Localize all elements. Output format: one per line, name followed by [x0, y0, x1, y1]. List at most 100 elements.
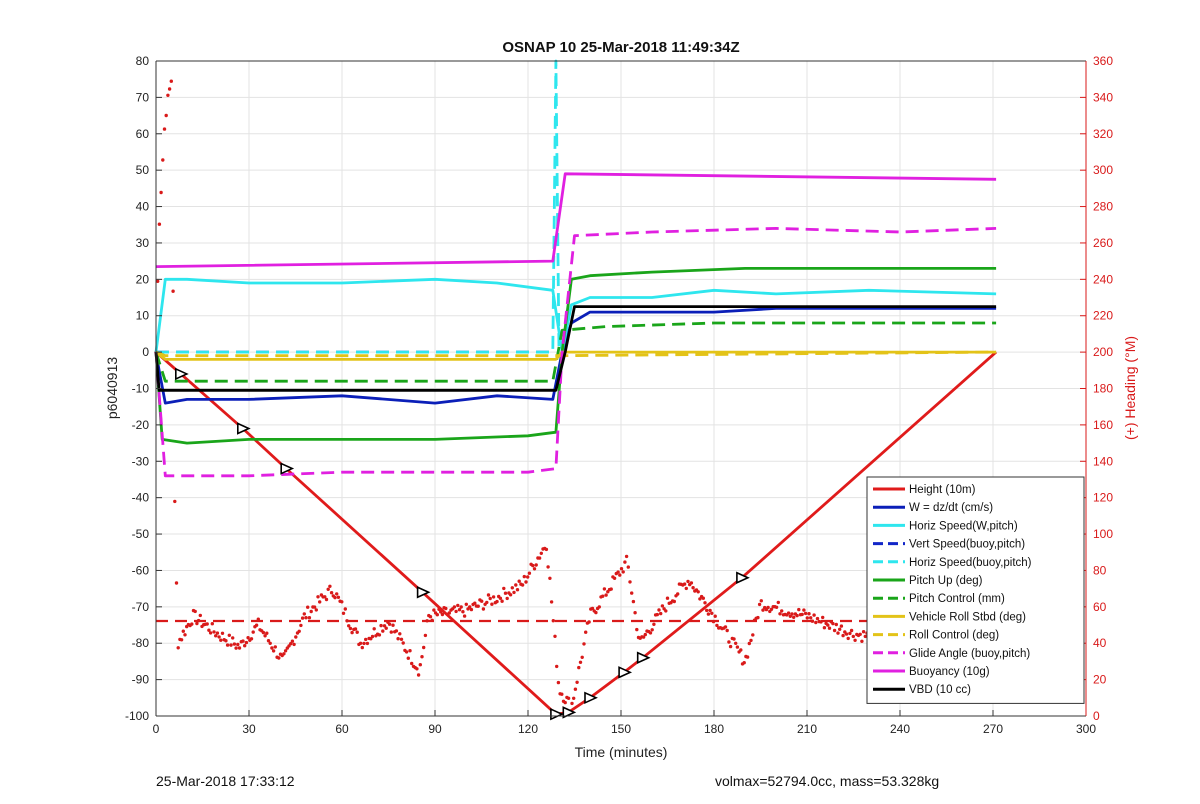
heading-point [329, 591, 334, 595]
heading-point [244, 640, 249, 645]
heading-point [626, 565, 630, 569]
series-line [154, 226, 997, 478]
heading-point [164, 113, 168, 118]
heading-point [179, 638, 184, 642]
y-right-tick-label: 140 [1093, 454, 1113, 468]
heading-point [715, 623, 719, 628]
heading-point [205, 622, 209, 626]
heading-point [624, 554, 629, 559]
x-tick-label: 90 [428, 722, 442, 736]
heading-point [691, 586, 695, 590]
x-tick-label: 210 [797, 722, 817, 736]
legend-label: Pitch Up (deg) [909, 575, 983, 587]
y-tick-label: 10 [136, 309, 150, 323]
series-line [156, 59, 561, 354]
legend-label: Vehicle Roll Stbd (deg) [909, 611, 1026, 623]
height-marker [618, 666, 633, 679]
heading-point [236, 642, 240, 647]
heading-point [461, 610, 465, 614]
heading-point [587, 620, 591, 624]
heading-point [190, 622, 194, 626]
heading-point [225, 643, 230, 647]
heading-point [735, 645, 740, 649]
x-tick-label: 180 [704, 722, 724, 736]
heading-point [635, 627, 639, 632]
heading-point [440, 612, 445, 617]
y-tick-label: -30 [132, 454, 150, 468]
heading-point [382, 624, 387, 628]
heading-point [473, 601, 477, 605]
heading-point [290, 639, 295, 643]
heading-point [563, 700, 567, 705]
heading-point [849, 628, 854, 633]
heading-point [486, 593, 491, 597]
heading-point [289, 642, 293, 646]
heading-point [582, 642, 586, 646]
heading-point [174, 581, 179, 585]
heading-point [304, 616, 308, 620]
heading-point [510, 586, 514, 590]
heading-point [490, 602, 494, 606]
heading-point [224, 639, 228, 643]
heading-point [277, 656, 281, 660]
heading-point [488, 596, 492, 601]
heading-point [590, 606, 595, 611]
heading-point [821, 615, 825, 620]
heading-point [844, 632, 849, 636]
heading-point [307, 616, 312, 620]
heading-point [597, 605, 601, 609]
footer-volume-mass: volmax=52794.0cc, mass=53.328kg [715, 773, 940, 789]
heading-point [860, 639, 864, 643]
series-line [154, 321, 997, 383]
heading-point [814, 620, 818, 625]
legend-label: Buoyancy (10g) [909, 666, 990, 678]
heading-point [584, 630, 588, 634]
heading-point [456, 603, 460, 608]
heading-point [183, 633, 187, 637]
heading-point [219, 638, 223, 642]
heading-point [381, 629, 385, 633]
heading-point [517, 579, 521, 583]
heading-point [723, 625, 728, 629]
y-tick-label: -10 [132, 382, 150, 396]
height-marker [280, 462, 295, 475]
heading-point [387, 622, 392, 626]
y-tick-label: 70 [136, 90, 150, 104]
heading-point [512, 590, 516, 595]
heading-point [348, 626, 353, 631]
x-tick-label: 120 [518, 722, 538, 736]
heading-point [689, 581, 694, 585]
height-marker [416, 586, 431, 599]
heading-point [839, 624, 844, 628]
series-layer [154, 59, 998, 721]
heading-point [268, 641, 272, 645]
heading-point [655, 612, 659, 617]
heading-point [769, 607, 774, 611]
heading-point [491, 595, 496, 599]
heading-point [727, 640, 731, 644]
series-line [154, 306, 997, 405]
heading-point [526, 575, 530, 579]
heading-point [650, 628, 654, 632]
heading-point [462, 614, 467, 618]
y-tick-label: 80 [136, 54, 150, 68]
y-right-tick-label: 260 [1093, 236, 1113, 250]
y-right-tick-label: 240 [1093, 272, 1113, 286]
y-tick-label: -60 [132, 563, 150, 577]
y-tick-label: 40 [136, 200, 150, 214]
heading-point [207, 628, 211, 632]
heading-point [399, 637, 404, 641]
heading-point [621, 570, 625, 574]
heading-point [630, 591, 634, 595]
y-right-tick-label: 300 [1093, 163, 1113, 177]
heading-point [379, 623, 383, 628]
y-tick-label: -70 [132, 600, 150, 614]
heading-point [807, 612, 811, 616]
heading-point [410, 661, 414, 666]
heading-point [324, 597, 329, 602]
heading-point [468, 605, 472, 609]
heading-point [364, 637, 368, 642]
heading-point [786, 611, 791, 615]
heading-point [848, 631, 852, 636]
